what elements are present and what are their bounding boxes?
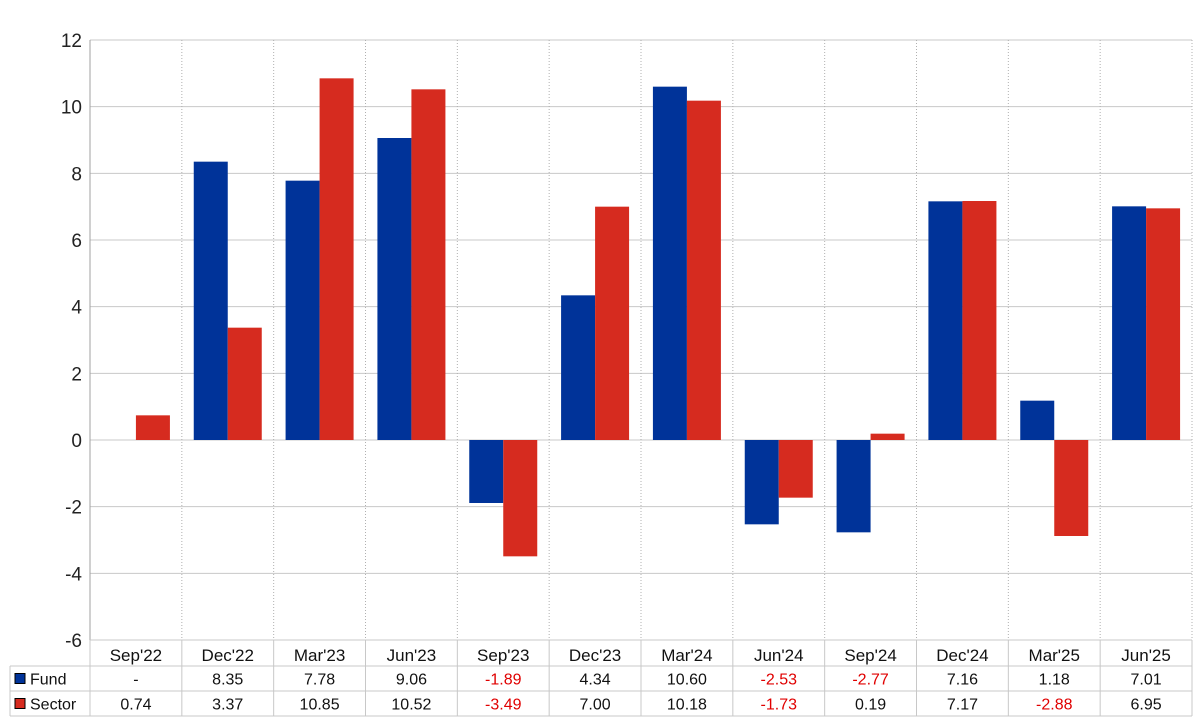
- bar-sector-4: [503, 440, 538, 557]
- bar-sector-9: [962, 201, 997, 440]
- bar-fund-10: [1020, 400, 1055, 440]
- data-label-fund: -: [133, 672, 138, 689]
- bar-fund-2: [285, 180, 320, 440]
- data-label-fund: 9.06: [396, 672, 427, 689]
- bar-fund-7: [744, 440, 779, 525]
- data-label-sector: -3.49: [485, 697, 522, 714]
- x-tick-label: Mar'23: [294, 646, 345, 665]
- data-label-sector: 7.00: [580, 697, 611, 714]
- bar-sector-0: [135, 415, 170, 440]
- x-tick-label: Dec'22: [202, 646, 254, 665]
- y-tick-label: -6: [65, 631, 82, 652]
- data-label-fund: 7.01: [1131, 672, 1162, 689]
- bar-fund-6: [652, 86, 687, 441]
- data-label-sector: 3.37: [212, 697, 243, 714]
- y-tick-label: 10: [61, 98, 82, 119]
- x-tick-label: Jun'25: [1121, 646, 1171, 665]
- bar-sector-8: [870, 433, 905, 440]
- grid-lines: [89, 39, 1193, 641]
- legend-label-sector: Sector: [30, 697, 77, 714]
- data-label-sector: 7.17: [947, 697, 978, 714]
- bar-sector-11: [1146, 208, 1181, 440]
- bar-sector-2: [319, 78, 354, 440]
- x-tick-label: Mar'25: [1029, 646, 1080, 665]
- bar-sector-5: [595, 206, 630, 440]
- legend-label-fund: Fund: [30, 672, 66, 689]
- bar-fund-8: [836, 440, 871, 533]
- data-label-sector: 6.95: [1131, 697, 1162, 714]
- y-tick-label: -4: [65, 564, 82, 585]
- data-label-fund: 7.78: [304, 672, 335, 689]
- data-table: Sep'22 Dec'22 Mar'23 Jun'23 Sep'23 Dec'23 Mar'…: [9, 639, 1193, 717]
- x-tick-label: Dec'23: [569, 646, 621, 665]
- y-tick-label: 2: [71, 364, 82, 385]
- data-label-sector: 0.74: [120, 697, 151, 714]
- bars: [135, 78, 1181, 557]
- data-label-fund: 1.18: [1039, 672, 1070, 689]
- x-tick-label: Sep'24: [844, 646, 896, 665]
- data-label-sector: 10.18: [667, 697, 707, 714]
- bar-fund-4: [469, 440, 504, 503]
- bar-fund-9: [928, 201, 963, 440]
- data-label-fund: 7.16: [947, 672, 978, 689]
- bar-sector-7: [778, 440, 813, 498]
- y-tick-label: 8: [71, 164, 82, 185]
- legend-swatch-sector: [14, 698, 26, 709]
- bar-sector-6: [686, 100, 721, 441]
- data-label-sector: 10.85: [300, 697, 340, 714]
- data-label-fund: -1.89: [485, 672, 522, 689]
- bar-fund-5: [561, 295, 596, 440]
- data-label-fund: -2.77: [852, 672, 889, 689]
- x-tick-label: Mar'24: [661, 646, 712, 665]
- bar-sector-1: [227, 327, 262, 440]
- y-axis-ticks: -6 -4 -2 0 2 4 6 8 10 12: [61, 31, 83, 652]
- y-tick-label: 6: [71, 231, 82, 252]
- data-label-sector: 10.52: [391, 697, 431, 714]
- data-label-fund: 10.60: [667, 672, 707, 689]
- y-tick-label: 12: [61, 31, 82, 52]
- bar-sector-10: [1054, 440, 1089, 536]
- x-tick-label: Sep'23: [477, 646, 529, 665]
- bar-fund-1: [193, 161, 228, 440]
- data-label-fund: -2.53: [761, 672, 798, 689]
- data-label-sector: 0.19: [855, 697, 886, 714]
- bar-sector-3: [411, 89, 446, 440]
- data-label-fund: 8.35: [212, 672, 243, 689]
- data-label-fund: 4.34: [580, 672, 611, 689]
- y-tick-label: 0: [71, 431, 82, 452]
- bar-fund-3: [377, 138, 412, 440]
- x-tick-label: Sep'22: [110, 646, 162, 665]
- y-tick-label: -2: [65, 498, 82, 519]
- data-label-sector: -1.73: [761, 697, 798, 714]
- x-tick-label: Jun'23: [387, 646, 437, 665]
- legend-swatch-fund: [14, 673, 26, 684]
- x-tick-label: Jun'24: [754, 646, 804, 665]
- y-tick-label: 4: [71, 298, 82, 319]
- bar-fund-11: [1112, 206, 1147, 440]
- data-label-sector: -2.88: [1036, 697, 1073, 714]
- x-tick-label: Dec'24: [936, 646, 988, 665]
